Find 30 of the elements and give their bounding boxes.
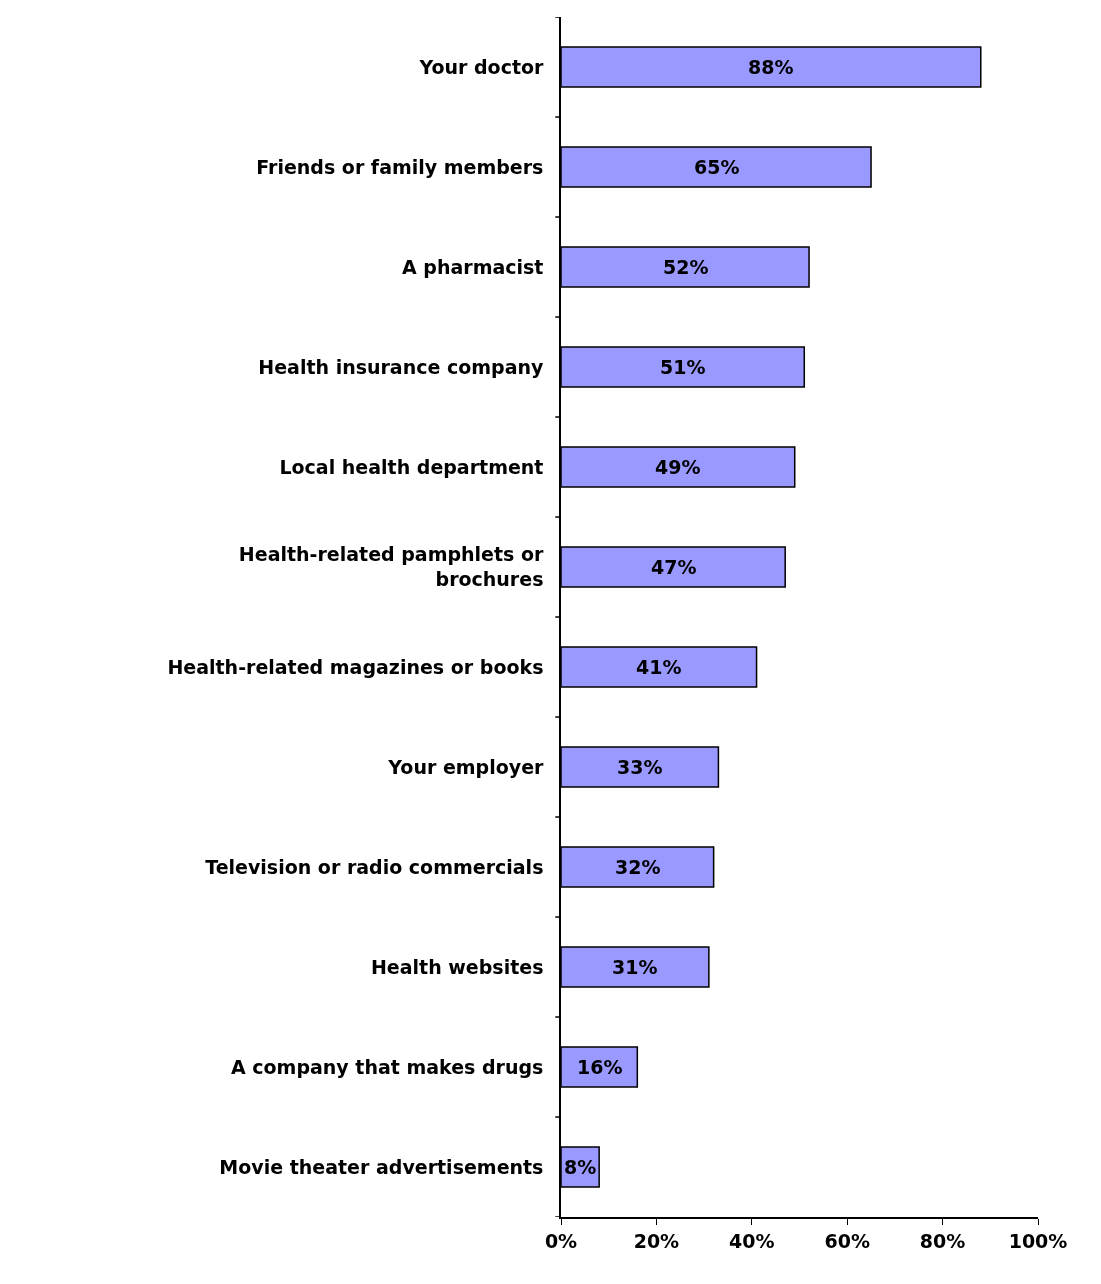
y-tick-label: Television or radio commercials — [205, 855, 544, 878]
y-tick-label: Health-related pamphlets or brochures — [238, 543, 545, 590]
data-label: 51% — [660, 356, 706, 378]
y-tick-label: A company that makes drugs — [230, 1055, 544, 1078]
data-label: 8% — [564, 1156, 597, 1178]
data-label: 52% — [663, 256, 709, 278]
x-tick-label: 20% — [633, 1229, 680, 1252]
y-tick-label: Health-related magazines or books — [167, 655, 544, 678]
y-tick-label: Movie theater advertisements — [219, 1155, 544, 1178]
data-label: 41% — [636, 656, 682, 678]
x-tick-label: 60% — [824, 1229, 870, 1252]
data-label: 49% — [655, 456, 701, 478]
data-label: 16% — [577, 1056, 623, 1078]
data-label: 65% — [694, 156, 740, 178]
data-label: 88% — [748, 56, 794, 78]
y-tick-label: A pharmacist — [402, 255, 544, 278]
data-label: 32% — [615, 856, 661, 878]
data-label: 47% — [651, 556, 697, 578]
x-tick-label: 0% — [544, 1229, 578, 1252]
data-label: 31% — [612, 956, 658, 978]
data-label: 33% — [617, 756, 663, 778]
y-tick-label: Your employer — [387, 755, 545, 778]
x-tick-label: 80% — [919, 1229, 966, 1252]
x-tick-label: 100% — [1008, 1229, 1068, 1252]
x-tick-label: 40% — [729, 1229, 775, 1252]
y-tick-label: Local health department — [279, 455, 544, 478]
y-tick-label: Your doctor — [418, 55, 545, 78]
y-tick-label: Friends or family members — [256, 155, 544, 178]
y-tick-label: Health websites — [370, 955, 544, 978]
y-tick-label: Health insurance company — [258, 355, 545, 378]
